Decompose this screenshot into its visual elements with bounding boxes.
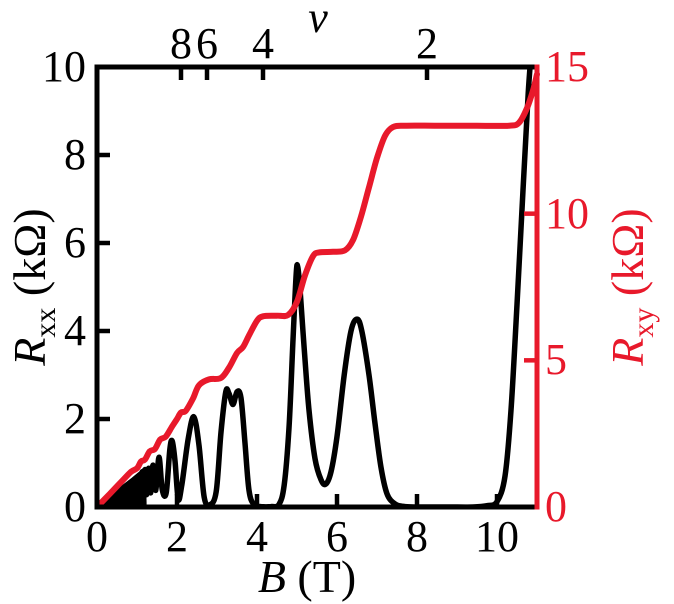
nu-tick-label: 4	[252, 19, 274, 68]
x-tick-label: 6	[326, 512, 348, 561]
y-left-tick-label: 10	[42, 42, 86, 91]
rxx-curve	[139, 64, 533, 510]
y-right-tick-label: 10	[545, 188, 589, 238]
right-title-symbol: R	[602, 337, 653, 366]
y-left-tick-label: 2	[64, 394, 86, 443]
x-tick-label: 0	[86, 512, 108, 561]
left-title-subscript: xx	[29, 307, 63, 338]
y-left-tick-label: 6	[64, 218, 86, 267]
left-title-symbol: R	[4, 337, 55, 366]
nu-tick-label: 8	[170, 19, 192, 68]
left-title-unit: (kΩ)	[4, 208, 55, 297]
y-left-tick-label: 4	[64, 306, 86, 355]
x-title-unit: (T)	[297, 551, 357, 602]
y-left-tick-label: 0	[64, 482, 86, 531]
curves-layer	[95, 64, 540, 510]
right-title-unit: (kΩ)	[602, 208, 653, 297]
x-tick-label: 10	[475, 512, 519, 561]
x-title-symbol: B	[257, 551, 286, 602]
nu-label: ν	[308, 0, 328, 42]
nu-tick-label: 6	[196, 19, 218, 68]
x-axis-title: B (T)	[258, 554, 356, 600]
right-title-subscript: xy	[627, 307, 661, 338]
y-left-tick-label: 8	[64, 130, 86, 179]
right-axis-title: Rxy (kΩ)	[602, 208, 660, 366]
y-right-tick-label: 5	[545, 335, 567, 385]
x-tick-label: 4	[246, 512, 268, 561]
nu-tick-label: 2	[416, 19, 438, 68]
y-right-tick-label: 0	[545, 482, 567, 531]
axis-frame	[94, 64, 537, 510]
axes-layer	[94, 64, 540, 510]
left-axis-title: Rxx (kΩ)	[4, 208, 62, 366]
y-right-tick-label: 15	[545, 42, 589, 91]
top-axis-title: ν	[308, 0, 328, 40]
rxy-curve	[95, 71, 540, 510]
x-tick-label: 8	[406, 512, 428, 561]
x-tick-label: 2	[166, 512, 188, 561]
